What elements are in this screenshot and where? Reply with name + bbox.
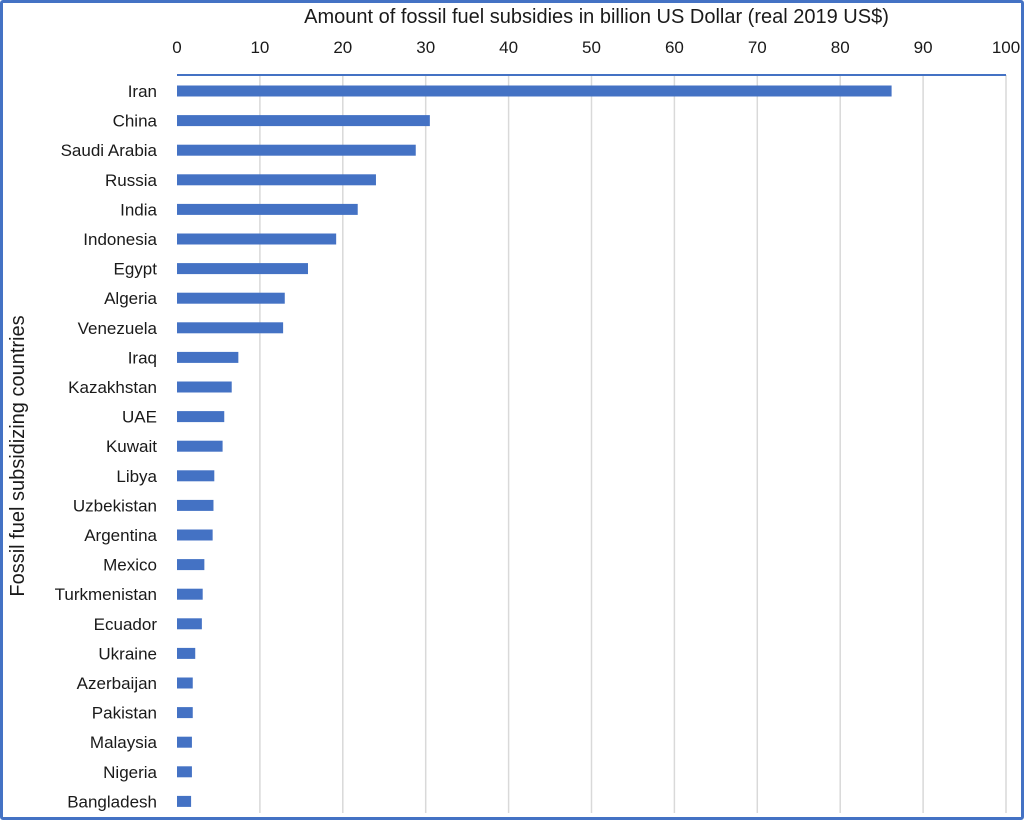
x-tick-label: 90 [914, 38, 933, 57]
category-label: Azerbaijan [77, 674, 157, 693]
category-label: China [113, 112, 158, 131]
x-tick-labels: 0 10 20 30 40 50 60 70 80 90 100 [172, 38, 1020, 57]
bar [177, 144, 416, 156]
category-label: Malaysia [90, 733, 158, 752]
category-label: Indonesia [83, 230, 157, 249]
category-label: Venezuela [78, 319, 158, 338]
bar [177, 529, 213, 541]
category-label: Pakistan [92, 704, 157, 723]
x-tick-label: 10 [250, 38, 269, 57]
x-tick-label: 0 [172, 38, 181, 57]
category-label: Kazakhstan [68, 378, 157, 397]
category-label: Iran [128, 82, 157, 101]
bars [177, 85, 892, 807]
bar [177, 233, 337, 245]
bar [177, 470, 215, 482]
x-tick-label: 60 [665, 38, 684, 57]
x-tick-label: 40 [499, 38, 518, 57]
category-label: Mexico [103, 556, 157, 575]
category-label: Nigeria [103, 763, 157, 782]
category-label: Argentina [84, 526, 157, 545]
category-label: UAE [122, 408, 157, 427]
category-label: Russia [105, 171, 158, 190]
x-tick-label: 30 [416, 38, 435, 57]
bar [177, 766, 192, 778]
category-label: Kuwait [106, 437, 157, 456]
bar [177, 85, 892, 97]
category-label: Ecuador [94, 615, 158, 634]
category-label: Uzbekistan [73, 496, 157, 515]
bar [177, 440, 223, 452]
x-tick-label: 80 [831, 38, 850, 57]
bar [177, 381, 232, 393]
category-label: Turkmenistan [55, 585, 157, 604]
x-tick-label: 20 [333, 38, 352, 57]
bar [177, 411, 225, 423]
bar [177, 263, 308, 275]
bar [177, 115, 430, 127]
category-label: India [120, 200, 157, 219]
category-label: Saudi Arabia [61, 141, 158, 160]
bar [177, 677, 193, 689]
bar [177, 203, 358, 215]
bar [177, 647, 196, 659]
category-label: Ukraine [98, 644, 157, 663]
bar [177, 499, 214, 511]
bar [177, 588, 203, 600]
category-labels: Iran China Saudi Arabia Russia India Indonesi… [55, 82, 158, 811]
category-label: Algeria [104, 289, 157, 308]
bar [177, 736, 192, 748]
bar [177, 322, 284, 334]
bar [177, 707, 193, 719]
bar [177, 292, 285, 304]
category-label: Bangladesh [67, 792, 157, 811]
x-tick-label: 70 [748, 38, 767, 57]
gridlines [259, 75, 1007, 813]
x-tick-label: 50 [582, 38, 601, 57]
category-label: Iraq [128, 348, 157, 367]
bar [177, 618, 202, 630]
y-axis-title: Fossil fuel subsidizing countries [7, 315, 29, 596]
bar [177, 351, 239, 363]
bar [177, 795, 192, 807]
category-label: Egypt [114, 260, 158, 279]
x-axis-title: Amount of fossil fuel subsidies in billi… [304, 6, 889, 28]
x-tick-label: 100 [992, 38, 1020, 57]
bar [177, 174, 376, 186]
bar [177, 559, 205, 571]
category-label: Libya [116, 467, 157, 486]
